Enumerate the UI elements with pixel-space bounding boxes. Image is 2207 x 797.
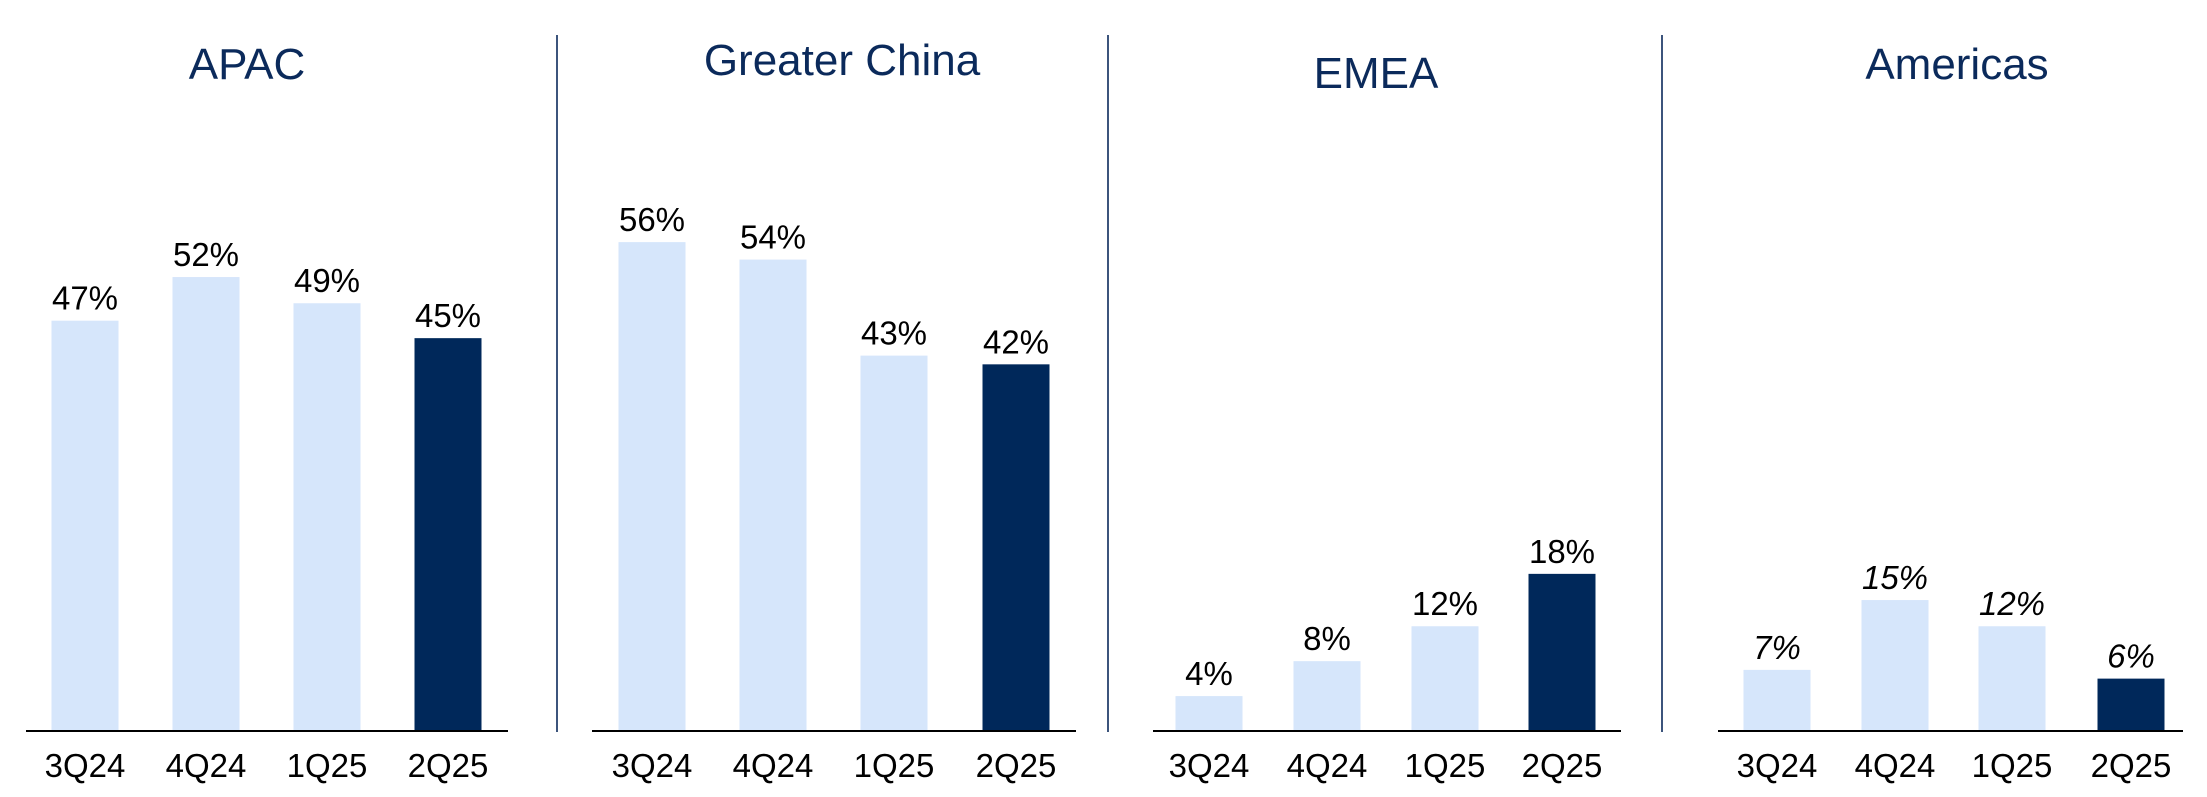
chart-panel-greater-china: Greater China 56% 3Q24 54% 4Q24 43% 1Q25 42% 2Q… xyxy=(592,36,1076,784)
tick-label: 4Q24 xyxy=(1287,747,1368,784)
bar xyxy=(860,355,928,731)
tick-label: 2Q25 xyxy=(2091,747,2172,784)
tick-label: 2Q25 xyxy=(976,747,1057,784)
bar xyxy=(293,303,361,731)
bar xyxy=(1978,626,2046,731)
data-label: 7% xyxy=(1753,629,1801,666)
tick-label: 3Q24 xyxy=(1737,747,1818,784)
panel-title: Americas xyxy=(1865,40,2048,89)
chart-panel-apac: APAC 47% 3Q24 52% 4Q24 49% 1Q25 45% 2Q25 xyxy=(26,40,508,784)
data-label: 15% xyxy=(1862,559,1928,596)
bar xyxy=(618,242,686,731)
data-label: 56% xyxy=(619,201,685,238)
chart-panel-americas: Americas 7% 3Q24 15% 4Q24 12% 1Q25 6% 2Q25 xyxy=(1718,40,2183,784)
tick-label: 1Q25 xyxy=(1972,747,2053,784)
tick-label: 1Q25 xyxy=(854,747,935,784)
bar xyxy=(51,320,119,731)
data-label: 54% xyxy=(740,219,806,256)
bar xyxy=(1175,696,1243,731)
tick-label: 1Q25 xyxy=(287,747,368,784)
tick-label: 2Q25 xyxy=(1522,747,1603,784)
bar xyxy=(1411,626,1479,731)
tick-label: 2Q25 xyxy=(408,747,489,784)
data-label: 52% xyxy=(173,236,239,273)
data-label: 18% xyxy=(1529,533,1595,570)
bar xyxy=(1861,600,1929,731)
bar xyxy=(1528,573,1596,731)
data-label: 12% xyxy=(1412,585,1478,622)
bar xyxy=(414,338,482,731)
data-label: 8% xyxy=(1303,620,1351,657)
tick-label: 3Q24 xyxy=(612,747,693,784)
tick-label: 4Q24 xyxy=(733,747,814,784)
data-label: 47% xyxy=(52,280,118,317)
data-label: 49% xyxy=(294,262,360,299)
data-label: 42% xyxy=(983,323,1049,360)
chart-panel-emea: EMEA 4% 3Q24 8% 4Q24 12% 1Q25 18% 2Q25 xyxy=(1153,49,1621,784)
panel-title: Greater China xyxy=(704,36,981,85)
data-label: 45% xyxy=(415,297,481,334)
bar xyxy=(739,259,807,731)
tick-label: 4Q24 xyxy=(1855,747,1936,784)
tick-label: 4Q24 xyxy=(166,747,247,784)
panel-title: APAC xyxy=(189,40,306,89)
tick-label: 3Q24 xyxy=(1169,747,1250,784)
data-label: 12% xyxy=(1979,585,2045,622)
bar xyxy=(1743,669,1811,731)
bar xyxy=(1293,661,1361,731)
bar xyxy=(2097,678,2165,731)
tick-label: 3Q24 xyxy=(45,747,126,784)
bar xyxy=(172,277,240,731)
panel-title: EMEA xyxy=(1314,49,1439,98)
data-label: 43% xyxy=(861,315,927,352)
data-label: 4% xyxy=(1185,655,1233,692)
tick-label: 1Q25 xyxy=(1405,747,1486,784)
data-label: 6% xyxy=(2107,638,2155,675)
bar xyxy=(982,364,1050,731)
